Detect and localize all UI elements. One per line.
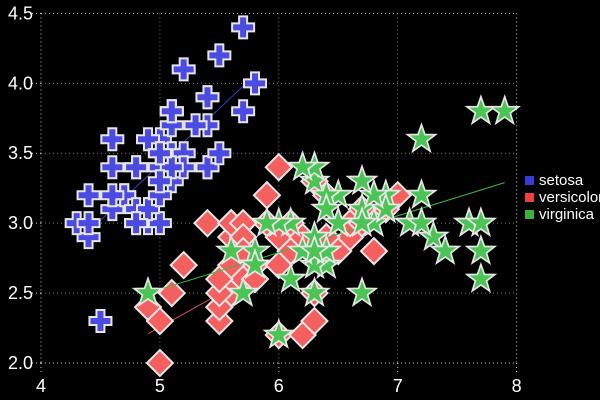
virginica-marker bbox=[310, 192, 343, 224]
y-tick-label: 2.0 bbox=[8, 353, 33, 373]
y-tick-label: 3.5 bbox=[8, 143, 33, 163]
virginica-marker bbox=[262, 317, 296, 349]
versicolor-marker bbox=[264, 250, 294, 280]
x-tick-label: 5 bbox=[155, 376, 165, 396]
setosa-marker bbox=[231, 99, 256, 124]
setosa-marker bbox=[195, 85, 220, 110]
versicolor-marker bbox=[169, 250, 199, 280]
setosa-marker bbox=[76, 211, 101, 236]
virginica-marker bbox=[464, 233, 498, 265]
setosa-marker bbox=[124, 211, 149, 236]
virginica-marker bbox=[357, 178, 391, 210]
virginica-marker bbox=[428, 233, 462, 265]
legend-label: virginica bbox=[539, 206, 595, 223]
setosa-fit-line bbox=[76, 74, 256, 244]
setosa-marker bbox=[183, 113, 208, 138]
legend-item-setosa: setosa bbox=[525, 172, 600, 189]
setosa-marker bbox=[195, 155, 220, 180]
legend-item-versicolor: versicolor bbox=[525, 189, 600, 206]
virginica-marker bbox=[286, 150, 319, 182]
versicolor-marker bbox=[264, 152, 294, 182]
versicolor-marker bbox=[193, 208, 222, 238]
virginica-marker bbox=[298, 275, 331, 308]
legend-label: versicolor bbox=[539, 189, 600, 206]
versicolor-marker bbox=[252, 180, 282, 210]
setosa-marker bbox=[171, 57, 196, 82]
setosa-marker bbox=[147, 169, 172, 194]
virginica-marker bbox=[214, 233, 248, 265]
setosa-marker bbox=[124, 155, 149, 180]
setosa-marker bbox=[136, 197, 161, 222]
virginica-marker bbox=[405, 206, 438, 238]
y-tick-label: 4.5 bbox=[8, 3, 33, 23]
virginica-marker bbox=[298, 233, 331, 265]
virginica-marker bbox=[405, 122, 438, 154]
setosa-marker bbox=[100, 155, 125, 180]
setosa-marker bbox=[100, 127, 125, 152]
setosa-marker bbox=[147, 141, 172, 166]
virginica-marker bbox=[464, 261, 498, 294]
virginica-marker bbox=[464, 94, 498, 126]
x-tick-label: 6 bbox=[274, 376, 284, 396]
virginica-marker bbox=[250, 206, 284, 238]
virginica-marker bbox=[488, 94, 522, 126]
versicolor-marker bbox=[145, 348, 175, 378]
virginica-marker bbox=[369, 192, 403, 224]
setosa-marker bbox=[100, 183, 125, 208]
virginica-marker bbox=[464, 206, 498, 238]
y-tick-label: 4.0 bbox=[8, 73, 33, 93]
virginica-marker bbox=[226, 275, 260, 308]
setosa-marker bbox=[207, 141, 232, 166]
virginica-marker bbox=[405, 178, 438, 210]
virginica-marker bbox=[345, 275, 379, 308]
legend-label: setosa bbox=[539, 172, 584, 189]
versicolor-swatch-icon bbox=[525, 193, 534, 202]
virginica-marker bbox=[345, 164, 379, 196]
versicolor-marker bbox=[300, 306, 329, 336]
setosa-marker bbox=[207, 43, 232, 68]
virginica-marker bbox=[238, 247, 272, 279]
virginica-marker bbox=[131, 275, 165, 307]
y-tick-label: 3.0 bbox=[8, 213, 33, 233]
virginica-swatch-icon bbox=[525, 210, 534, 219]
setosa-marker bbox=[88, 309, 113, 334]
versicolor-marker bbox=[359, 236, 389, 266]
virginica-marker bbox=[274, 261, 308, 293]
x-tick-label: 4 bbox=[36, 376, 46, 396]
legend-item-virginica: virginica bbox=[525, 206, 600, 223]
virginica-marker bbox=[321, 206, 355, 238]
virginica-marker bbox=[417, 219, 450, 252]
x-tick-label: 7 bbox=[393, 376, 403, 396]
virginica-marker bbox=[298, 247, 331, 279]
setosa-marker bbox=[231, 15, 256, 40]
versicolor-marker bbox=[145, 306, 175, 336]
setosa-swatch-icon bbox=[525, 176, 534, 185]
legend: setosa versicolor virginica bbox=[525, 172, 600, 223]
setosa-marker bbox=[243, 71, 268, 96]
y-tick-label: 2.5 bbox=[8, 283, 33, 303]
setosa-marker bbox=[76, 183, 101, 208]
x-tick-label: 8 bbox=[512, 376, 522, 396]
versicolor-marker bbox=[157, 278, 187, 308]
virginica-marker bbox=[298, 164, 331, 196]
setosa-marker bbox=[159, 99, 184, 124]
